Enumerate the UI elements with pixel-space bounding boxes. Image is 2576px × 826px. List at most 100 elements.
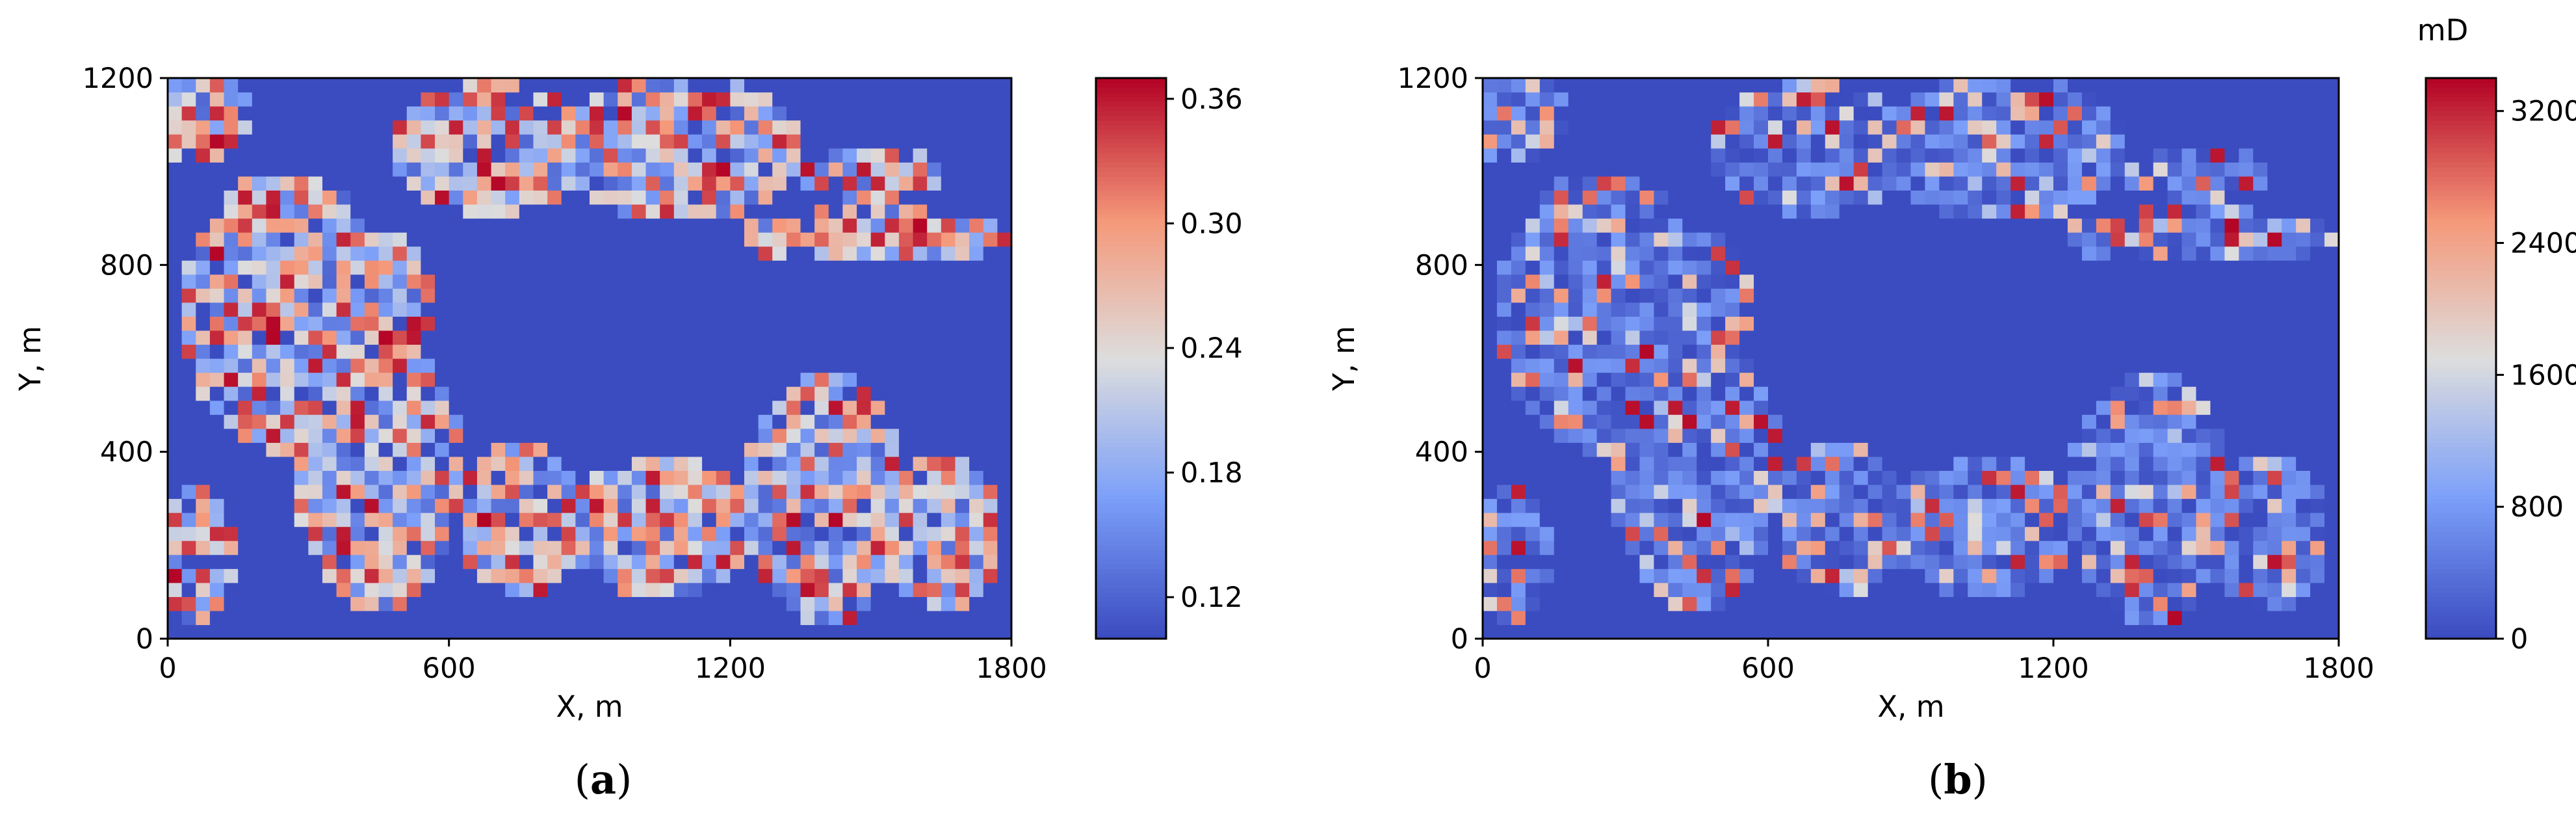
- heat-cell: [2324, 176, 2339, 191]
- heat-cell: [1739, 190, 1754, 205]
- heat-cell: [2153, 78, 2168, 93]
- heat-cell: [2310, 176, 2325, 191]
- heat-cell: [800, 218, 815, 233]
- heat-cell: [1654, 148, 1669, 163]
- heat-cell: [2039, 162, 2054, 177]
- heat-cell: [590, 330, 605, 345]
- heat-cell: [308, 302, 323, 317]
- heat-cell: [2296, 344, 2311, 359]
- heat-cell: [603, 540, 618, 555]
- heat-cell: [1568, 204, 1583, 219]
- heat-cell: [280, 442, 295, 457]
- heat-cell: [1568, 176, 1583, 191]
- heat-cell: [730, 218, 745, 233]
- heat-cell: [673, 526, 689, 541]
- heat-cell: [2267, 92, 2282, 107]
- heat-cell: [575, 232, 590, 247]
- heat-cell: [1953, 232, 1968, 247]
- heat-cell: [898, 92, 914, 107]
- heat-cell: [870, 456, 885, 471]
- heat-cell: [673, 78, 689, 93]
- heat-cell: [702, 386, 717, 401]
- heat-cell: [238, 344, 253, 359]
- heat-cell: [885, 134, 900, 149]
- heat-cell: [1825, 260, 1840, 275]
- heat-cell: [898, 288, 914, 303]
- heat-cell: [898, 596, 914, 611]
- heat-cell: [575, 582, 590, 597]
- colorbar-step: [1096, 139, 1166, 144]
- heat-cell: [1796, 232, 1812, 247]
- heat-cell: [927, 274, 942, 289]
- heat-cell: [1982, 428, 1997, 443]
- heat-cell: [252, 274, 267, 289]
- heat-cell: [1896, 624, 1912, 639]
- heat-cell: [547, 288, 562, 303]
- heat-cell: [406, 484, 421, 500]
- heat-cell: [168, 414, 183, 429]
- heat-cell: [308, 456, 323, 471]
- heat-cell: [631, 624, 647, 639]
- heat-cell: [2081, 134, 2097, 149]
- heat-cell: [814, 260, 829, 275]
- heat-cell: [168, 162, 183, 177]
- heat-cell: [238, 513, 253, 527]
- heat-cell: [2296, 316, 2311, 331]
- heat-cell: [406, 218, 421, 233]
- heat-cell: [449, 540, 463, 555]
- heat-cell: [997, 148, 1012, 163]
- heat-cell: [1939, 204, 1954, 219]
- heat-cell: [913, 330, 928, 345]
- heat-cell: [702, 204, 717, 219]
- heat-cell: [1697, 470, 1711, 485]
- heat-cell: [2096, 344, 2111, 359]
- heat-cell: [224, 162, 239, 177]
- plot-frame-a: [166, 77, 1013, 640]
- heat-cell: [1554, 134, 1569, 149]
- heat-cell: [1554, 358, 1569, 373]
- heat-cell: [1625, 513, 1641, 527]
- heat-cell: [2282, 120, 2296, 135]
- heat-cell: [842, 484, 857, 500]
- heat-cell: [885, 610, 900, 626]
- heat-cell: [1882, 456, 1897, 471]
- heat-cell: [280, 190, 295, 205]
- heat-cell: [1910, 148, 1926, 163]
- heat-cell: [2053, 610, 2068, 626]
- colorbar-step: [1096, 157, 1166, 163]
- heat-cell: [2139, 120, 2154, 135]
- heat-cell: [421, 148, 436, 163]
- heat-cell: [393, 288, 408, 303]
- heat-cell: [1654, 204, 1669, 219]
- heat-cell: [2196, 232, 2211, 247]
- colorbar-step: [1096, 410, 1166, 415]
- heat-cell: [1839, 92, 1854, 107]
- colorbar-step: [2426, 573, 2496, 579]
- heat-cell: [1810, 456, 1826, 471]
- heat-cell: [1910, 134, 1926, 149]
- heat-cell: [1768, 316, 1783, 331]
- heat-cell: [1754, 232, 1769, 247]
- heat-cell: [1596, 554, 1612, 569]
- heat-cell: [449, 162, 463, 177]
- heat-cell: [1768, 302, 1783, 317]
- heat-cell: [238, 414, 253, 429]
- heat-cell: [294, 526, 309, 541]
- heat-cell: [1768, 190, 1783, 205]
- heat-cell: [2110, 582, 2126, 597]
- heat-cell: [913, 428, 928, 443]
- heat-cell: [2253, 526, 2268, 541]
- heat-cell: [1953, 470, 1968, 485]
- heat-cell: [2039, 274, 2054, 289]
- heat-cell: [1554, 513, 1569, 527]
- heat-cell: [2253, 358, 2268, 373]
- heat-cell: [702, 372, 717, 387]
- heat-cell: [1697, 302, 1711, 317]
- heat-cell: [2053, 372, 2068, 387]
- heat-cell: [1853, 568, 1869, 583]
- heat-cell: [421, 92, 436, 107]
- heat-cell: [688, 456, 703, 471]
- heat-cell: [800, 246, 815, 261]
- heat-cell: [870, 484, 885, 500]
